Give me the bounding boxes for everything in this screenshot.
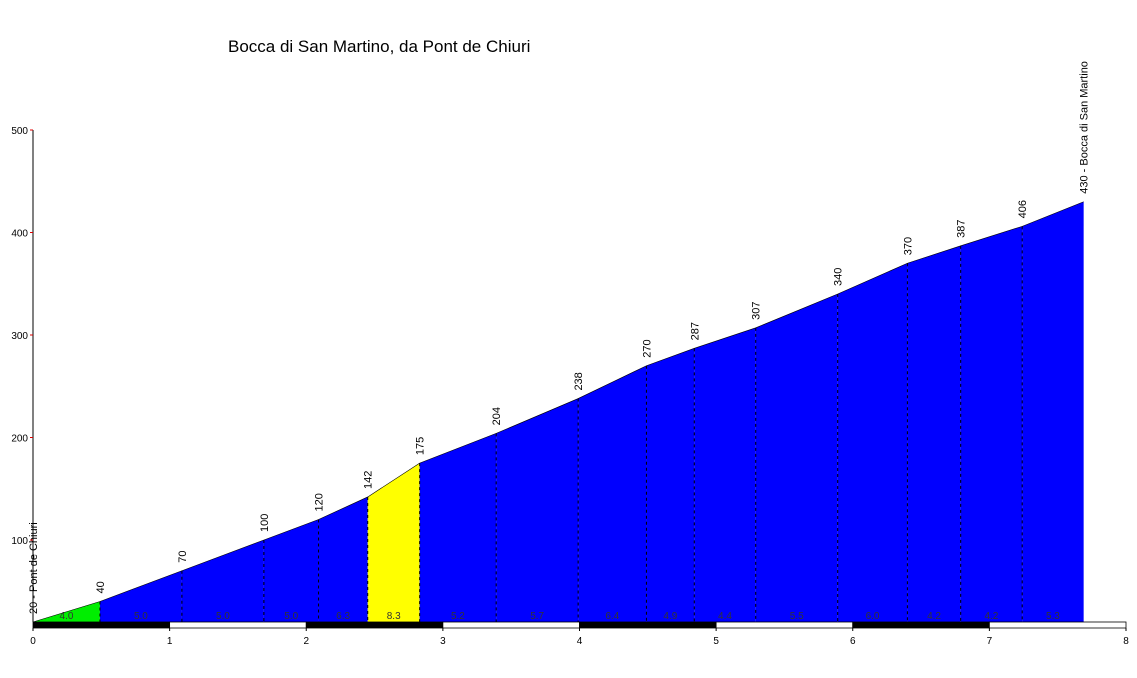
segment xyxy=(960,226,1023,622)
segment xyxy=(837,263,908,622)
chart-title: Bocca di San Martino, da Pont de Chiuri xyxy=(228,37,530,56)
elevation-label: 430 - Bocca di San Martino xyxy=(1079,61,1091,194)
elevation-label: 20 - Pont de Chiuri xyxy=(28,522,40,614)
elevation-label: 270 xyxy=(641,339,653,357)
y-tick-label: 200 xyxy=(11,434,28,445)
segment-gradient-label: 5.5 xyxy=(790,611,804,622)
segment-gradient-label: 5.3 xyxy=(1046,611,1060,622)
elevation-label: 406 xyxy=(1017,200,1029,218)
elevation-label: 238 xyxy=(573,372,585,390)
segment xyxy=(99,570,182,622)
x-tick-label: 1 xyxy=(167,636,173,647)
segment-gradient-label: 6.3 xyxy=(336,611,350,622)
km-bar xyxy=(442,621,580,629)
elevation-label: 40 xyxy=(95,581,107,593)
elevation-label: 307 xyxy=(751,301,763,319)
segment-gradient-label: 8.3 xyxy=(387,611,401,622)
segment xyxy=(1022,201,1084,622)
km-bar xyxy=(988,621,1127,629)
x-tick-label: 5 xyxy=(713,636,719,647)
segment xyxy=(496,398,579,622)
km-bar xyxy=(169,621,307,629)
km-bar xyxy=(32,621,171,629)
elevation-label: 387 xyxy=(956,219,968,237)
segment-gradient-label: 6.4 xyxy=(605,611,619,622)
x-tick-label: 2 xyxy=(303,636,309,647)
segment-gradient-label: 5.7 xyxy=(530,611,544,622)
segment xyxy=(419,433,497,622)
segment xyxy=(578,365,647,622)
segment-gradient-label: 4.0 xyxy=(60,611,74,622)
x-tick-label: 7 xyxy=(987,636,993,647)
y-tick-label: 400 xyxy=(11,229,28,240)
y-tick-label: 300 xyxy=(11,331,28,342)
elevation-label: 70 xyxy=(177,551,189,563)
x-tick-label: 8 xyxy=(1123,636,1129,647)
segment xyxy=(367,463,420,622)
segment-gradient-label: 4.2 xyxy=(927,611,941,622)
segment-gradient-label: 5.0 xyxy=(134,611,148,622)
segment xyxy=(181,540,264,622)
km-bar xyxy=(852,621,990,629)
elevation-label: 370 xyxy=(902,237,914,255)
segment xyxy=(318,496,368,622)
x-tick-label: 4 xyxy=(577,636,583,647)
segment xyxy=(263,519,319,622)
elevation-label: 120 xyxy=(314,493,326,511)
segment-gradient-label: 4.4 xyxy=(718,611,732,622)
y-tick-label: 100 xyxy=(11,536,28,547)
km-bar xyxy=(579,621,717,629)
elevation-label: 204 xyxy=(491,407,503,425)
km-bar xyxy=(715,621,854,629)
km-bar xyxy=(305,621,444,629)
segment-gradient-label: 5.2 xyxy=(451,611,465,622)
segment-gradient-label: 4.9 xyxy=(663,611,677,622)
elevation-label: 340 xyxy=(833,268,845,286)
segment xyxy=(907,245,961,622)
segment xyxy=(646,348,695,622)
y-tick-label: 500 xyxy=(11,126,28,137)
segment-gradient-label: 5.0 xyxy=(284,611,298,622)
x-tick-label: 3 xyxy=(440,636,446,647)
segment-gradient-label: 4.2 xyxy=(984,611,998,622)
segment xyxy=(694,327,756,622)
elevation-label: 175 xyxy=(415,437,427,455)
segment-gradient-label: 5.0 xyxy=(216,611,230,622)
elevation-label: 287 xyxy=(689,322,701,340)
segment-gradient-label: 6.0 xyxy=(866,611,880,622)
segment xyxy=(755,294,838,622)
x-tick-label: 6 xyxy=(850,636,856,647)
x-tick-label: 0 xyxy=(30,636,36,647)
elevation-label: 142 xyxy=(363,471,375,489)
elevation-label: 100 xyxy=(259,514,271,532)
